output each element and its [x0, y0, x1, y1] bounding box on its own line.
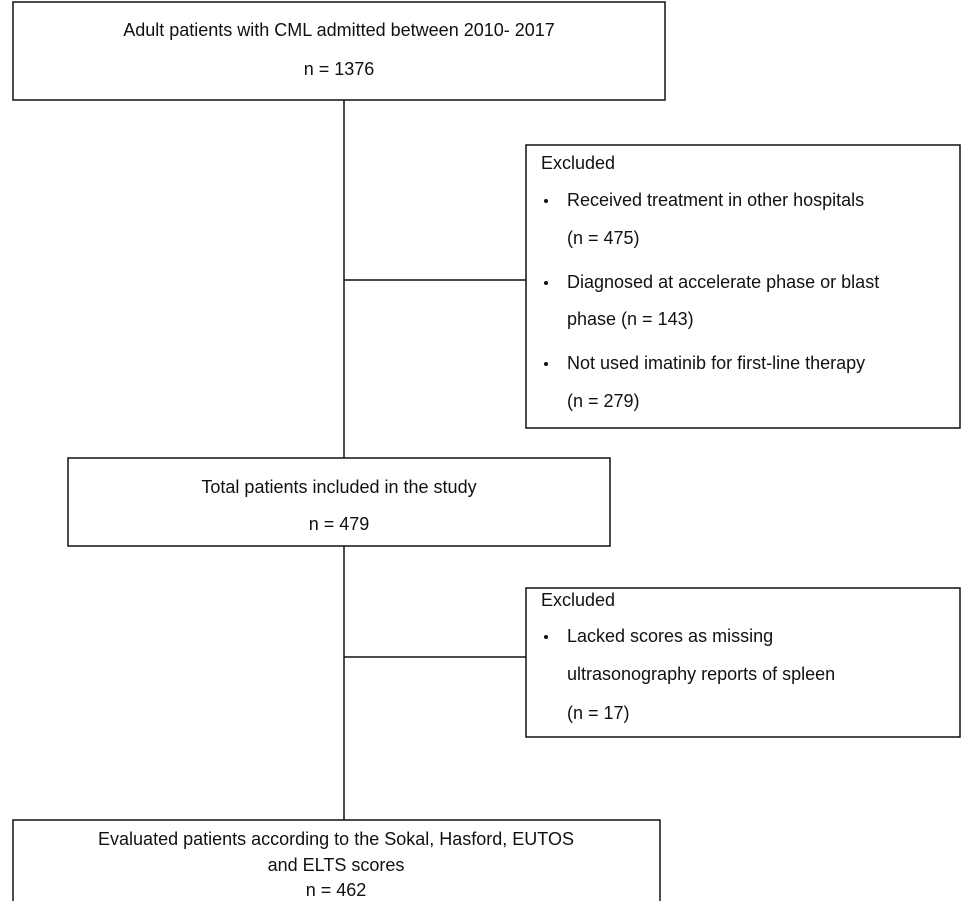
exclusion-item: Diagnosed at accelerate phase or blast — [567, 272, 879, 292]
exclusion-item: (n = 17) — [567, 703, 630, 723]
box-text: Evaluated patients according to the Soka… — [98, 829, 574, 849]
exclusion-item: ultrasonography reports of spleen — [567, 664, 835, 684]
box-text: Adult patients with CML admitted between… — [123, 20, 555, 40]
box-text: n = 479 — [309, 514, 370, 534]
exclusion-item: Received treatment in other hospitals — [567, 190, 864, 210]
bullet — [544, 281, 548, 285]
exclusion-item: (n = 475) — [567, 228, 640, 248]
exclusion-item: Not used imatinib for first-line therapy — [567, 353, 865, 373]
bullet — [544, 199, 548, 203]
bullet — [544, 635, 548, 639]
box — [12, 1, 666, 101]
exclusion-heading: Excluded — [541, 590, 615, 610]
box — [67, 457, 611, 547]
exclusion-item: Lacked scores as missing — [567, 626, 773, 646]
exclusion-item: (n = 279) — [567, 391, 640, 411]
box-text: n = 1376 — [304, 59, 375, 79]
exclusion-box — [525, 144, 961, 429]
box — [12, 819, 661, 901]
exclusion-heading: Excluded — [541, 153, 615, 173]
bullet — [544, 362, 548, 366]
box-text: and ELTS scores — [268, 855, 405, 875]
exclusion-item: phase (n = 143) — [567, 309, 694, 329]
box-text: n = 462 — [306, 880, 367, 900]
exclusion-box — [525, 587, 961, 738]
box-text: Total patients included in the study — [201, 477, 476, 497]
